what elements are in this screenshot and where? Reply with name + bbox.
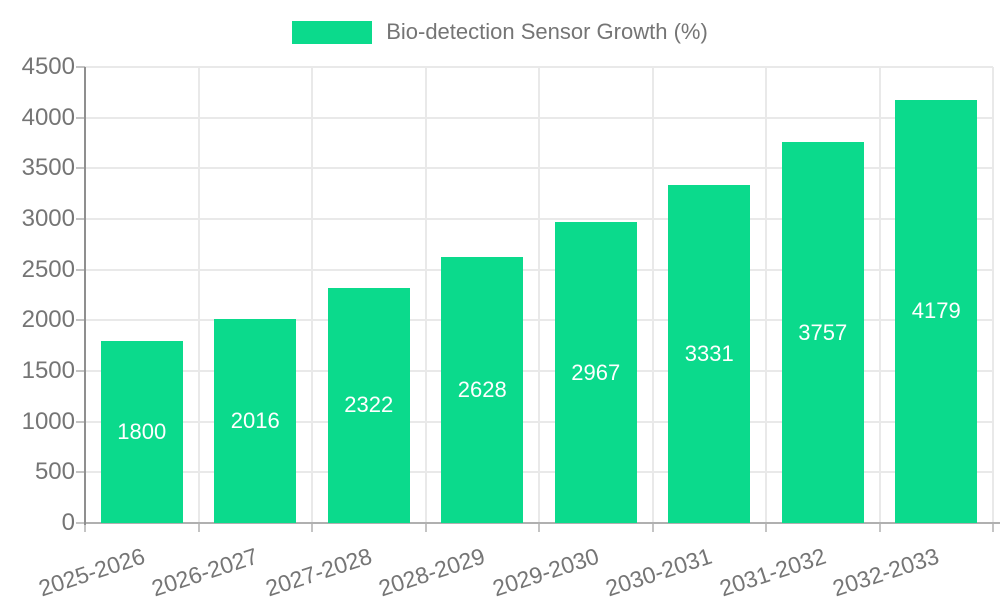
bar-value-label: 3757 [798, 319, 848, 345]
y-axis-tick [76, 218, 85, 220]
y-axis-label: 2000 [21, 306, 75, 334]
x-axis-line [85, 522, 1000, 524]
y-axis-label: 4000 [21, 103, 75, 131]
bar-value-label: 2967 [571, 359, 621, 385]
y-axis-label: 3500 [21, 154, 75, 182]
bar-value-label: 2628 [457, 376, 507, 402]
gridline-vertical [538, 67, 540, 523]
bar[interactable]: 4179 [895, 99, 978, 523]
bar-value-label: 4179 [911, 298, 961, 324]
gridline-vertical [765, 67, 767, 523]
x-axis-tick [197, 524, 200, 532]
bar-value-label: 3331 [684, 341, 734, 367]
bar[interactable]: 3757 [781, 142, 864, 523]
legend-item[interactable]: Bio-detection Sensor Growth (%) [0, 19, 1000, 45]
y-axis-tick [76, 420, 85, 423]
x-axis-tick [311, 524, 313, 532]
legend-label: Bio-detection Sensor Growth (%) [386, 19, 708, 44]
x-axis-tick [424, 524, 427, 532]
y-axis-tick [76, 319, 85, 322]
y-axis-label: 3000 [21, 205, 75, 232]
bar[interactable]: 2628 [441, 256, 524, 523]
bar[interactable]: 2322 [327, 287, 410, 523]
x-axis-tick [878, 524, 881, 532]
gridline-vertical [311, 67, 313, 523]
legend-swatch [292, 20, 373, 44]
y-axis-tick [76, 116, 85, 119]
bar[interactable]: 3331 [668, 185, 751, 523]
y-axis-label: 4500 [21, 53, 75, 80]
y-axis-tick [76, 471, 85, 474]
gridline-vertical [992, 67, 994, 523]
bar-value-label: 2322 [344, 392, 394, 418]
y-axis-label: 2500 [21, 255, 75, 283]
x-axis-tick [84, 524, 86, 532]
plot-area: 0 500 1000 1500 2000 2500 3000 3500 4000 4500 1800… [22, 53, 1000, 600]
bar[interactable]: 1800 [100, 340, 183, 523]
y-axis-label: 1500 [21, 357, 75, 384]
gridline-vertical [651, 67, 654, 523]
gridline-vertical [197, 67, 200, 523]
y-axis-tick [76, 522, 85, 524]
y-axis-line [84, 67, 86, 525]
x-axis-tick [651, 524, 654, 532]
y-axis-label: 1000 [21, 407, 75, 435]
bar[interactable]: 2967 [554, 222, 637, 523]
y-axis-tick [76, 66, 85, 68]
x-axis-tick [765, 524, 767, 532]
bar-value-label: 2016 [230, 407, 280, 433]
y-axis-tick [76, 268, 85, 271]
bar[interactable]: 2016 [214, 318, 297, 523]
gridline-vertical [878, 67, 881, 523]
x-axis-tick [992, 524, 994, 532]
x-axis-tick [538, 524, 540, 532]
bar-value-label: 1800 [117, 418, 167, 444]
y-axis-tick [76, 167, 85, 170]
y-axis-tick [76, 370, 85, 372]
y-axis-label: 0 [61, 509, 75, 536]
gridline-vertical [424, 67, 427, 523]
y-axis-label: 500 [34, 458, 75, 486]
